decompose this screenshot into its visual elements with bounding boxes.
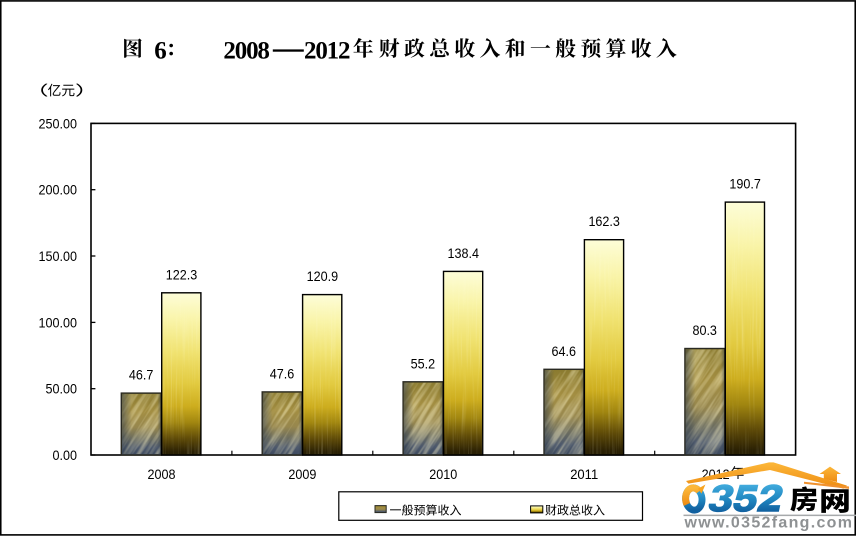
svg-text:6: 6 bbox=[154, 38, 167, 65]
svg-text:47.6: 47.6 bbox=[270, 365, 295, 381]
svg-text:50.00: 50.00 bbox=[46, 381, 78, 397]
svg-text:2011: 2011 bbox=[570, 466, 598, 482]
svg-text:138.4: 138.4 bbox=[448, 245, 480, 261]
svg-text:2010: 2010 bbox=[429, 466, 457, 482]
svg-text:122.3: 122.3 bbox=[166, 266, 198, 282]
svg-text:80.3: 80.3 bbox=[692, 322, 717, 338]
svg-text:2008: 2008 bbox=[148, 466, 176, 482]
svg-text:162.3: 162.3 bbox=[588, 213, 620, 229]
svg-text:55.2: 55.2 bbox=[411, 355, 436, 371]
svg-text:0.00: 0.00 bbox=[53, 447, 78, 463]
svg-text:2009: 2009 bbox=[288, 466, 316, 482]
svg-text:2012: 2012 bbox=[304, 38, 351, 65]
svg-text:150.00: 150.00 bbox=[39, 248, 78, 264]
svg-text:190.7: 190.7 bbox=[729, 176, 761, 192]
svg-text:64.6: 64.6 bbox=[552, 343, 577, 359]
svg-text:120.9: 120.9 bbox=[307, 268, 339, 284]
svg-text:200.00: 200.00 bbox=[39, 182, 78, 198]
svg-text:www.0352fang.com: www.0352fang.com bbox=[684, 515, 853, 532]
svg-text:250.00: 250.00 bbox=[39, 115, 78, 131]
svg-text:100.00: 100.00 bbox=[39, 314, 78, 330]
svg-text:2008: 2008 bbox=[223, 38, 270, 65]
svg-text:46.7: 46.7 bbox=[129, 367, 154, 383]
